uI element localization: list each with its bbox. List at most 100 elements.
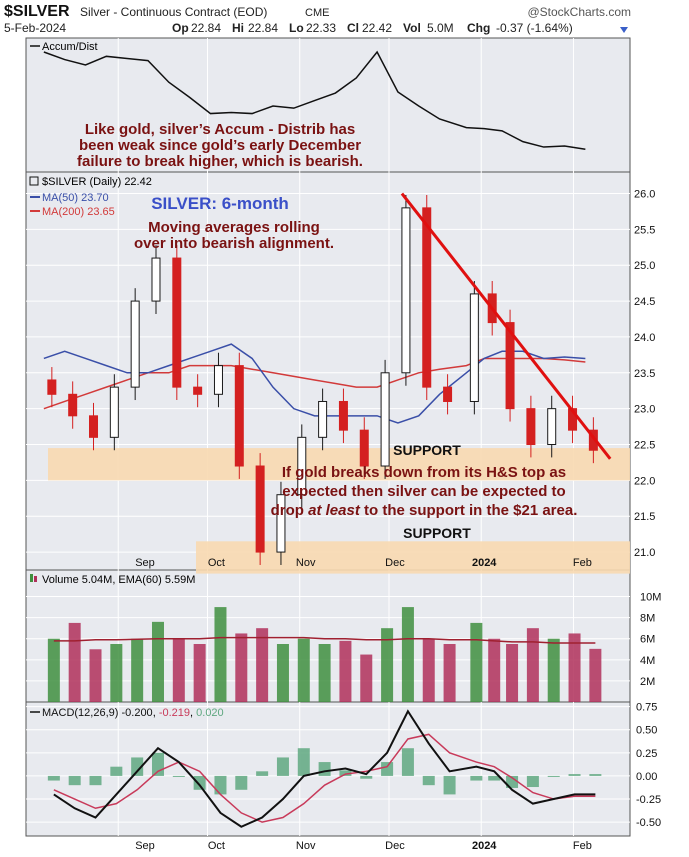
price-bars [47,194,598,565]
accum-note-line-1: Like gold, silver’s Accum - Distrib has [85,121,355,138]
macd-histogram-bar [401,748,414,776]
macd-histogram-bar [47,775,60,781]
macd-histogram-bar [193,775,206,790]
price-tick-label: 24.0 [634,332,655,344]
volume-bar [589,648,602,702]
low-value: 22.33 [306,21,336,35]
x-tick-label: Feb [573,557,592,569]
volume-tick-label: 10M [640,592,661,604]
price-bar [68,393,78,417]
ma200-legend: MA(200) 23.65 [42,206,115,218]
volume-value: 5.0M [427,21,454,35]
price-tick-label: 25.0 [634,260,655,272]
trendline-layer [400,192,612,460]
macd-histogram-bar [89,775,102,786]
volume-bar [68,622,81,702]
volume-bar [506,644,519,702]
price-bar [255,465,265,553]
x-tick-label: 2024 [472,557,497,569]
x-tick-label: Sep [135,840,155,852]
macd-histogram-bar [151,752,164,776]
price-bar [47,379,57,395]
x-tick-label: Nov [296,557,316,569]
chart-title-annotation: SILVER: 6-month [151,194,289,213]
close-value: 22.42 [362,21,392,35]
stockcharts-watermark[interactable]: @StockCharts.com [527,5,631,19]
x-tick-label: Oct [208,840,225,852]
volume-bar [89,649,102,702]
macd-histogram-bar [488,775,501,781]
macd-legend-text: MACD(12,26,9) -0.200, -0.219, 0.020 [42,707,224,719]
price-tick-label: 21.0 [634,547,655,559]
accum-dist-panel [25,37,631,173]
macd-histogram-bar [172,775,185,777]
volume-bar [110,644,123,702]
volume-bar [339,640,352,702]
chart-header: $SILVER Silver - Continuous Contract (EO… [4,3,631,35]
resistance-trendline [400,192,612,460]
price-tick-label: 25.5 [634,224,655,236]
volume-bar [381,628,394,702]
price-tick-label: 21.5 [634,511,655,523]
price-tick-label: 23.0 [634,404,655,416]
annotations: Like gold, silver’s Accum - Distrib has … [77,121,577,541]
hs-note-3c: to the support in the $21 area. [360,502,578,519]
volume-tick-label: 6M [640,634,655,646]
macd-histogram-bar [318,762,331,776]
price-bar [359,429,369,467]
accum-dist-legend: Accum/Dist [30,41,98,53]
price-panel [25,171,631,571]
macd-legend: MACD(12,26,9) -0.200, -0.219, 0.020 [30,707,224,719]
ma50-last: 23.70 [81,192,109,204]
support-band-lower [196,541,630,574]
macd-histogram-bar [381,762,394,776]
price-tick-label: 26.0 [634,189,655,201]
volume-tick-label: 2M [640,676,655,688]
volume-bar [526,628,539,702]
price-bar [547,408,557,446]
macd-histogram-bar [235,775,248,790]
ma50-name: MA(50) [42,192,78,204]
price-bar [213,365,223,395]
volume-bar [470,622,483,702]
volume-ema-line [53,636,596,644]
hs-note-3a: drop [271,502,309,519]
price-title: $SILVER (Daily) 22.42 [42,176,152,188]
volume-bar [131,638,144,702]
price-bar [526,408,536,446]
price-bar [276,494,286,553]
change-label: Chg [467,21,490,35]
axis-ticks: 21.0 21.5 22.0 22.5 23.0 23.5 24.0 24.5 25.0 25.5… [135,189,661,852]
accum-dist-title: Accum/Dist [42,41,98,53]
volume-bar [256,628,269,702]
ma50-legend: MA(50) 23.70 [42,192,109,204]
volume-bar [318,644,331,702]
triangle-down-icon[interactable] [620,27,628,33]
price-bar [130,300,140,388]
open-label: Op [172,21,189,35]
volume-bar [193,644,206,702]
macd-histogram-bar [360,775,373,779]
x-tick-label: 2024 [472,840,497,852]
volume-bar [235,633,248,702]
volume-tick-label: 8M [640,613,655,625]
price-bar [338,400,348,431]
x-tick-label: Oct [208,557,225,569]
accum-note-line-2: been weak since gold’s early December [79,137,361,154]
macd-histogram-bar [256,771,269,776]
macd-histogram-bar [568,774,581,776]
macd-histogram-bar [526,775,539,788]
accum-dist-line [43,50,586,150]
macd-signal-line [53,733,596,823]
open-value: 22.84 [191,21,221,35]
macd-histogram-bar [110,766,123,776]
macd-tick-label: 0.75 [636,702,657,714]
volume-title: Volume 5.04M, EMA(60) 5.59M [42,574,195,586]
volume-bars [47,607,602,702]
price-bar [505,322,515,410]
macd-line [53,709,596,828]
macd-histogram-bar [589,774,602,776]
price-bar [151,257,161,302]
ma200-name: MA(200) [42,206,84,218]
symbol-label: $SILVER [4,3,70,20]
